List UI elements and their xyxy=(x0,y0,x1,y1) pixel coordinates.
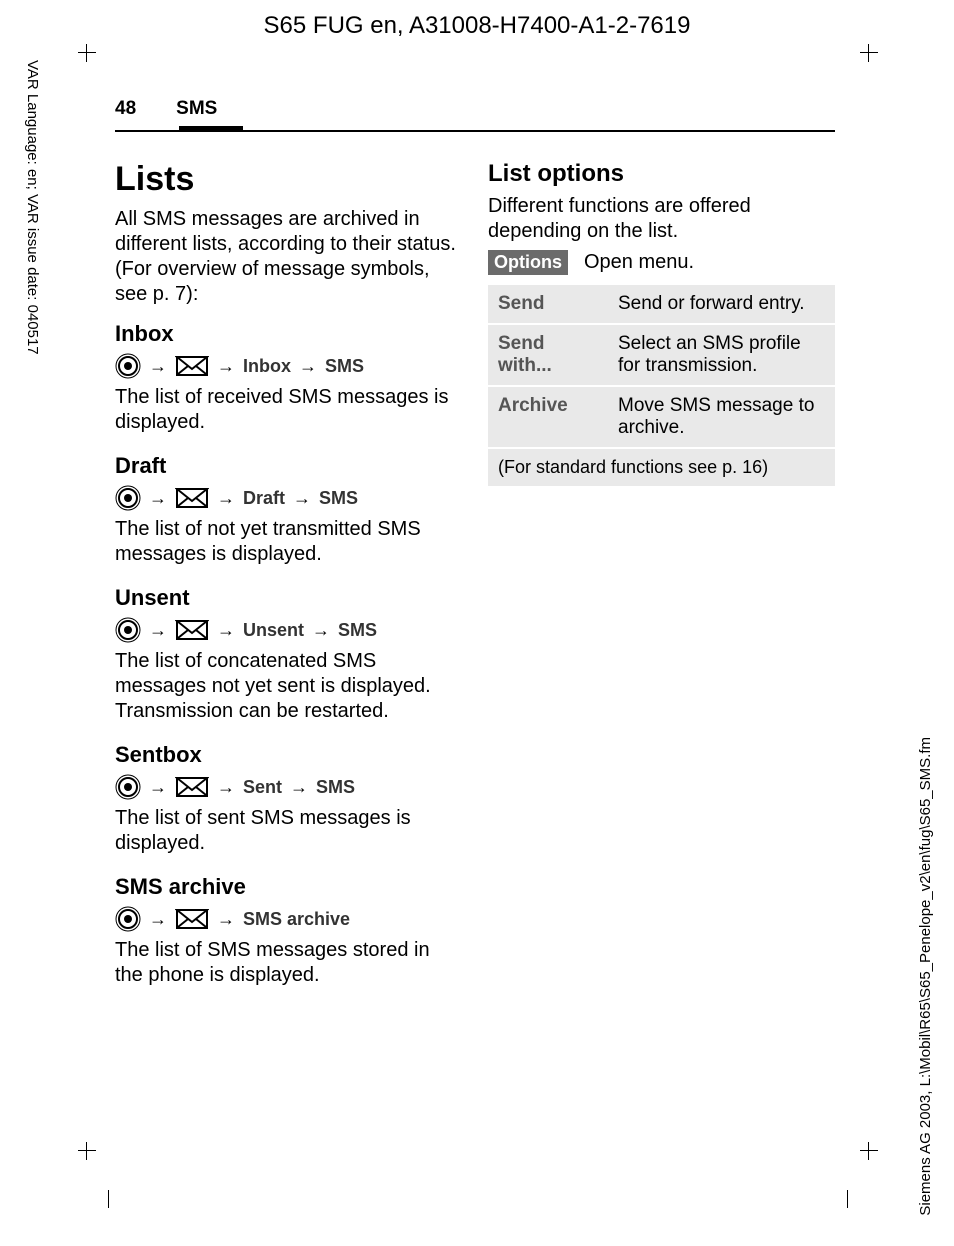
nav-label: SMS xyxy=(316,777,355,798)
crop-mark xyxy=(847,1190,848,1208)
desc-unsent: The list of concatenated SMS messages no… xyxy=(115,649,462,724)
nav-label: SMS archive xyxy=(243,909,350,930)
arrow-icon: → xyxy=(217,909,235,930)
crop-mark xyxy=(860,1150,878,1151)
table-row: Send with... Select an SMS profile for t… xyxy=(488,324,835,386)
table-row: Send Send or forward entry. xyxy=(488,285,835,324)
arrow-icon: → xyxy=(149,909,167,930)
desc-inbox: The list of received SMS messages is dis… xyxy=(115,385,462,435)
nav-label: Unsent xyxy=(243,620,304,641)
nav-label: Draft xyxy=(243,488,285,509)
main-title: Lists xyxy=(115,160,462,199)
arrow-icon: → xyxy=(290,777,308,798)
heading-unsent: Unsent xyxy=(115,585,462,611)
options-row: Options Open menu. xyxy=(488,250,835,275)
side-meta-right: Siemens AG 2003, L:\Mobil\R65\S65_Penelo… xyxy=(917,737,934,1216)
header-rule-accent xyxy=(179,126,243,132)
target-icon xyxy=(115,774,141,800)
nav-label: SMS xyxy=(325,356,364,377)
envelope-icon xyxy=(175,619,209,641)
right-column: List options Different functions are off… xyxy=(488,160,835,1006)
nav-path-inbox: → → Inbox → SMS xyxy=(115,353,462,379)
doc-header: S65 FUG en, A31008-H7400-A1-2-7619 xyxy=(0,0,954,48)
target-icon xyxy=(115,353,141,379)
opt-val: Move SMS message to archive. xyxy=(608,386,835,448)
crop-mark xyxy=(86,44,87,62)
heading-inbox: Inbox xyxy=(115,321,462,347)
options-softkey: Options xyxy=(488,250,568,275)
arrow-icon: → xyxy=(217,488,235,509)
crop-mark xyxy=(868,44,869,62)
envelope-icon xyxy=(175,487,209,509)
crop-mark xyxy=(78,1150,96,1151)
crop-mark xyxy=(78,52,96,53)
arrow-icon: → xyxy=(217,620,235,641)
heading-draft: Draft xyxy=(115,453,462,479)
crop-mark xyxy=(108,1190,109,1208)
envelope-icon xyxy=(175,355,209,377)
target-icon xyxy=(115,485,141,511)
heading-smsarchive: SMS archive xyxy=(115,874,462,900)
arrow-icon: → xyxy=(312,620,330,641)
table-row: Archive Move SMS message to archive. xyxy=(488,386,835,448)
list-options-title: List options xyxy=(488,160,835,188)
opt-val: Select an SMS profile for transmission. xyxy=(608,324,835,386)
arrow-icon: → xyxy=(149,488,167,509)
opt-key: Send with... xyxy=(488,324,608,386)
left-column: Lists All SMS messages are archived in d… xyxy=(115,160,462,1006)
side-meta-left: VAR Language: en; VAR issue date: 040517 xyxy=(24,60,41,355)
target-icon xyxy=(115,617,141,643)
arrow-icon: → xyxy=(299,356,317,377)
opt-val: Send or forward entry. xyxy=(608,285,835,324)
nav-label: Sent xyxy=(243,777,282,798)
page-header: 48 SMS xyxy=(115,98,835,126)
nav-path-sentbox: → → Sent → SMS xyxy=(115,774,462,800)
nav-path-draft: → → Draft → SMS xyxy=(115,485,462,511)
arrow-icon: → xyxy=(217,777,235,798)
envelope-icon xyxy=(175,776,209,798)
page-body: 48 SMS Lists All SMS messages are archiv… xyxy=(115,98,835,1006)
opt-footer: (For standard functions see p. 16) xyxy=(488,448,835,486)
desc-smsarchive: The list of SMS messages stored in the p… xyxy=(115,938,462,988)
target-icon xyxy=(115,906,141,932)
nav-label: SMS xyxy=(338,620,377,641)
arrow-icon: → xyxy=(217,356,235,377)
arrow-icon: → xyxy=(149,356,167,377)
list-options-intro: Different functions are offered dependin… xyxy=(488,194,835,244)
opt-key: Archive xyxy=(488,386,608,448)
desc-sentbox: The list of sent SMS messages is display… xyxy=(115,806,462,856)
desc-draft: The list of not yet transmitted SMS mess… xyxy=(115,517,462,567)
nav-path-smsarchive: → → SMS archive xyxy=(115,906,462,932)
options-table: Send Send or forward entry. Send with...… xyxy=(488,285,835,486)
intro-text: All SMS messages are archived in differe… xyxy=(115,207,462,307)
table-row: (For standard functions see p. 16) xyxy=(488,448,835,486)
nav-label: SMS xyxy=(319,488,358,509)
arrow-icon: → xyxy=(149,620,167,641)
arrow-icon: → xyxy=(293,488,311,509)
crop-mark xyxy=(86,1142,87,1160)
columns: Lists All SMS messages are archived in d… xyxy=(115,160,835,1006)
page-number: 48 xyxy=(115,98,136,120)
envelope-icon xyxy=(175,908,209,930)
arrow-icon: → xyxy=(149,777,167,798)
crop-mark xyxy=(860,52,878,53)
nav-label: Inbox xyxy=(243,356,291,377)
section-name: SMS xyxy=(176,98,217,120)
heading-sentbox: Sentbox xyxy=(115,742,462,768)
opt-key: Send xyxy=(488,285,608,324)
options-label: Open menu. xyxy=(584,251,694,274)
crop-mark xyxy=(868,1142,869,1160)
nav-path-unsent: → → Unsent → SMS xyxy=(115,617,462,643)
